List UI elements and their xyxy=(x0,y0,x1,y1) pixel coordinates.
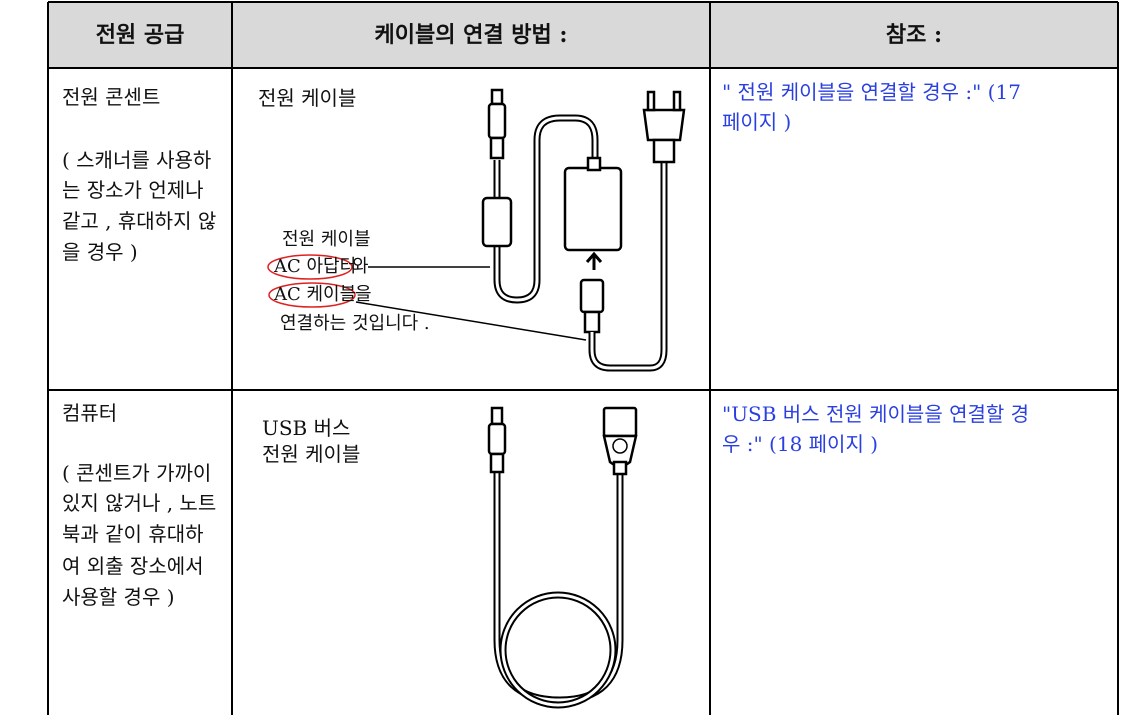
reference-link[interactable]: " 전원 케이블을 연결할 경우 :" (17 xyxy=(722,80,1021,104)
note-line: ( 콘센트가 가까이 xyxy=(62,461,212,485)
caption-highlight: AC 케이블 xyxy=(274,284,357,305)
note-line: ( 스캐너를 사용하 xyxy=(62,148,212,172)
header-cell: 케이블의 연결 방법 : xyxy=(374,22,568,48)
note-line: 을 경우 ) xyxy=(62,240,138,264)
note-line: 사용할 경우 ) xyxy=(62,585,175,609)
usb-cable-illustration xyxy=(487,406,638,709)
caption-text: 와 xyxy=(352,256,369,277)
note-line: 는 장소가 언제나 xyxy=(62,178,204,202)
caption-highlight: AC 아답터 xyxy=(274,256,357,277)
caption-line: 전원 케이블 xyxy=(282,229,371,250)
caption-text: 을 xyxy=(355,284,372,305)
note-line: 있지 않거나 , 노트 xyxy=(62,491,217,515)
note-line: 북과 같이 휴대하 xyxy=(62,522,204,546)
reference-link[interactable]: 페이지 ) xyxy=(722,110,792,134)
header-bg xyxy=(48,2,1118,68)
note-line: 같고 , 휴대하지 않 xyxy=(62,209,217,233)
ac-cable-illustration xyxy=(481,88,686,372)
highlight-ellipses xyxy=(267,254,356,308)
header-cell: 전원 공급 xyxy=(95,22,185,48)
power-source: 전원 콘센트 xyxy=(62,85,161,109)
cable-name: USB 버스 xyxy=(262,416,351,440)
cable-name: 전원 케이블 xyxy=(258,86,357,110)
note-line: 여 외출 장소에서 xyxy=(62,554,204,578)
reference-link[interactable]: 우 :" (18 페이지 ) xyxy=(722,432,879,456)
callouts xyxy=(355,266,587,341)
header-cell: 참조 : xyxy=(885,22,943,48)
power-source: 컴퓨터 xyxy=(62,401,118,425)
cable-name: 전원 케이블 xyxy=(262,442,361,466)
reference-link[interactable]: "USB 버스 전원 케이블을 연결할 경 xyxy=(722,402,1030,426)
caption-line: 연결하는 것입니다 . xyxy=(280,313,430,334)
